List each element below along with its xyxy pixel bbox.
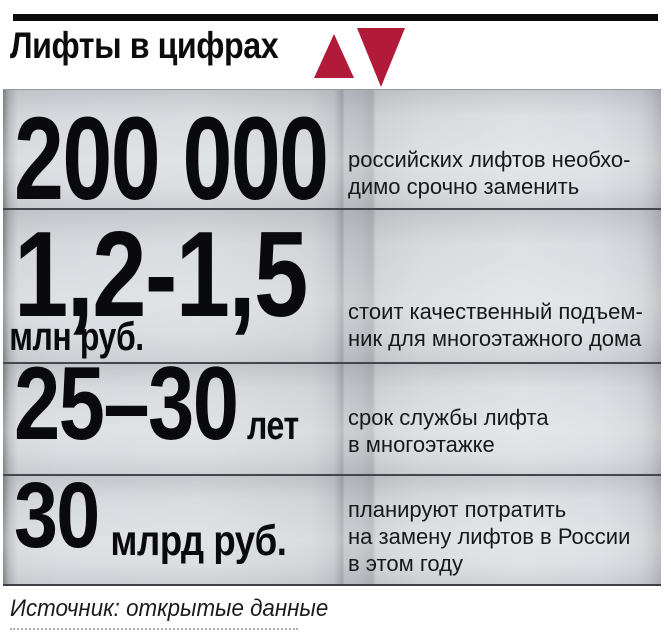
stat-description-line: стоит качественный подъем-	[348, 299, 643, 324]
stat-number: 30	[14, 463, 100, 567]
down-triangle-icon	[357, 28, 405, 87]
stat-description-line: планируют потратить	[348, 497, 567, 522]
stat-description: стоит качественный подъем- ник для много…	[348, 298, 660, 352]
stat-value: 200 000	[14, 100, 329, 218]
stat-number: 200 000	[14, 93, 329, 225]
stat-description-line: на замену лифтов в России	[348, 524, 631, 549]
stat-value: 25–30 лет	[14, 352, 299, 465]
stat-value: 30 млрд руб.	[14, 469, 287, 568]
stat-description-line: в этом году	[348, 551, 463, 576]
stat-description: планируют потратить на замену лифтов в Р…	[348, 496, 660, 577]
stat-row-planned-spending: 30 млрд руб. планируют потратить на замен…	[3, 469, 661, 584]
stat-description-line: срок службы лифта	[348, 405, 549, 430]
stat-number: 25–30	[14, 346, 239, 462]
stat-description-line: димо срочно заменить	[348, 174, 580, 199]
source-note: Источник: открытые данные	[10, 595, 329, 622]
top-rule	[13, 14, 658, 21]
up-triangle-icon	[314, 34, 354, 78]
header: Лифты в цифрах	[0, 21, 671, 89]
dotted-divider	[10, 628, 298, 630]
stat-description-line: российских лифтов необхо-	[348, 147, 631, 172]
footer: Источник: открытые данные	[10, 595, 352, 630]
stat-unit: млн руб.	[9, 315, 144, 359]
stat-row-elevators-to-replace: 200 000 российских лифтов необхо- димо с…	[3, 90, 661, 218]
page-title: Лифты в цифрах	[10, 25, 279, 66]
stat-number: 1,2-1,5	[14, 206, 308, 342]
stat-description: срок службы лифта в многоэтажке	[348, 404, 660, 458]
stat-unit: лет	[246, 404, 299, 448]
stat-value: 1,2-1,5 млн руб.	[9, 206, 308, 357]
stat-description-line: в многоэтажке	[348, 432, 495, 457]
stat-description-line: ник для многоэтажного дома	[348, 326, 642, 351]
stat-row-lift-cost: 1,2-1,5 млн руб. стоит качественный подъ…	[3, 208, 661, 362]
stat-row-service-life: 25–30 лет срок службы лифта в многоэтажке	[3, 352, 661, 474]
stat-unit: млрд руб.	[110, 517, 287, 565]
stats-panel: 200 000 российских лифтов необхо- димо с…	[3, 89, 661, 586]
stat-description: российских лифтов необхо- димо срочно за…	[348, 146, 660, 200]
